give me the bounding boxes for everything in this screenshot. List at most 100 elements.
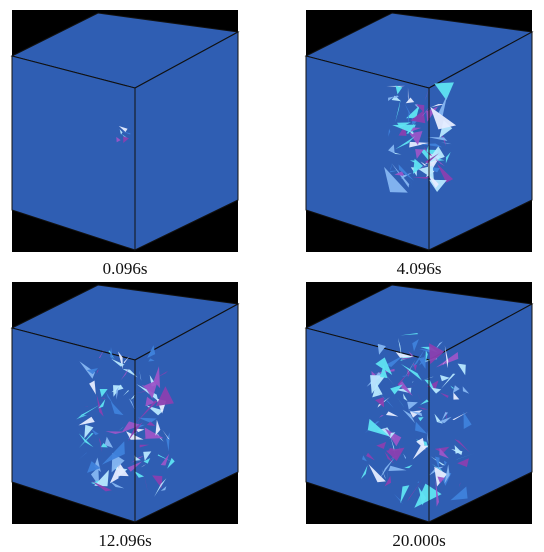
crack-facet xyxy=(401,172,413,180)
crack-facet xyxy=(384,166,408,193)
crack-facet xyxy=(425,349,428,364)
crack-facet xyxy=(406,368,410,378)
crack-facet xyxy=(427,430,429,446)
crack-facet xyxy=(117,463,129,477)
crack-facet xyxy=(116,136,121,143)
crack-facet xyxy=(417,357,426,369)
crack-facet xyxy=(110,346,113,360)
panel-label: 0.096s xyxy=(103,259,148,278)
crack-facet xyxy=(111,358,125,367)
crack-facet xyxy=(78,452,88,461)
crack-facet xyxy=(120,368,129,381)
crack-facet xyxy=(384,475,392,487)
crack-facet xyxy=(385,355,404,367)
crack-facet xyxy=(418,348,431,353)
crack-facet xyxy=(118,125,128,133)
crack-facet xyxy=(96,394,104,417)
crack-facet xyxy=(409,131,423,146)
crack-facet xyxy=(453,392,460,400)
panel-label: 12.096s xyxy=(98,531,151,550)
crack-facet xyxy=(123,390,130,396)
crack-facet xyxy=(135,428,145,433)
crack-facet xyxy=(123,136,129,143)
crack-facet xyxy=(416,392,424,406)
crack-facet xyxy=(395,98,401,123)
crack-facet xyxy=(419,399,429,405)
crack-facet xyxy=(155,386,174,407)
crack-facet xyxy=(144,427,164,439)
crack-facet xyxy=(412,176,431,179)
crack-facet xyxy=(457,363,466,376)
crack-facet xyxy=(400,333,419,336)
crack-facet xyxy=(434,466,448,487)
crack-facet xyxy=(384,428,402,447)
crack-facet xyxy=(105,431,126,435)
crack-facet xyxy=(441,373,456,389)
crack-facet xyxy=(415,104,425,113)
crack-facet xyxy=(395,351,415,358)
crack-facet xyxy=(403,453,406,460)
crack-facet xyxy=(385,411,399,417)
crack-facet xyxy=(378,415,384,418)
crack-facet xyxy=(388,465,407,471)
crack-facet xyxy=(388,128,391,137)
crack-facet xyxy=(408,351,414,356)
crack-facet xyxy=(147,345,156,358)
crack-facet xyxy=(98,398,106,409)
crack-facet xyxy=(444,345,449,369)
crack-facet xyxy=(410,110,426,124)
crack-facet xyxy=(439,120,453,139)
crack-facet xyxy=(109,481,125,489)
crack-facet xyxy=(437,476,445,484)
crack-facet xyxy=(392,152,402,155)
crack-facet xyxy=(414,483,442,508)
crack-facet xyxy=(155,419,161,436)
crack-facet xyxy=(360,465,368,479)
crack-facet xyxy=(418,165,434,180)
crack-facet xyxy=(407,401,418,410)
crack-facet xyxy=(415,148,424,159)
panel xyxy=(304,10,534,252)
crack-facet xyxy=(386,85,405,87)
crack-facet xyxy=(394,171,405,176)
crack-facet xyxy=(454,445,462,454)
crack-facet xyxy=(407,111,409,126)
crack-facet xyxy=(416,439,429,448)
panel-label: 20.000s xyxy=(392,531,445,550)
crack-facet xyxy=(119,129,123,135)
crack-facet xyxy=(424,379,436,394)
crack-facet xyxy=(440,392,449,399)
panel xyxy=(10,282,240,524)
crack-facet xyxy=(91,480,100,485)
crack-facet xyxy=(412,339,419,352)
crack-facet xyxy=(437,94,448,116)
crack-facet xyxy=(463,411,472,430)
crack-facet xyxy=(94,469,109,487)
crack-facet xyxy=(380,364,388,379)
panel xyxy=(304,282,534,524)
crack-facet xyxy=(368,464,386,483)
crack-facet xyxy=(427,380,439,389)
crack-facet xyxy=(431,103,445,108)
crack-facet xyxy=(420,161,427,166)
crack-facet xyxy=(367,418,390,437)
crack-facet xyxy=(444,464,450,484)
crack-facet xyxy=(417,406,429,410)
crack-facet xyxy=(123,356,130,364)
crack-facet xyxy=(452,385,460,394)
crack-facet xyxy=(134,470,145,478)
crack-facet xyxy=(116,386,119,400)
crack-facet xyxy=(389,170,401,173)
crack-facet xyxy=(104,436,114,448)
crack-facet xyxy=(409,141,430,148)
crack-facet xyxy=(362,455,367,462)
crack-facet xyxy=(412,381,414,383)
crack-facet xyxy=(393,95,399,99)
crack-facet xyxy=(415,421,428,434)
crack-facet xyxy=(390,384,403,395)
crack-facet xyxy=(160,453,170,466)
panel xyxy=(10,10,240,252)
crack-facet xyxy=(408,410,423,417)
crack-facet xyxy=(109,462,119,484)
